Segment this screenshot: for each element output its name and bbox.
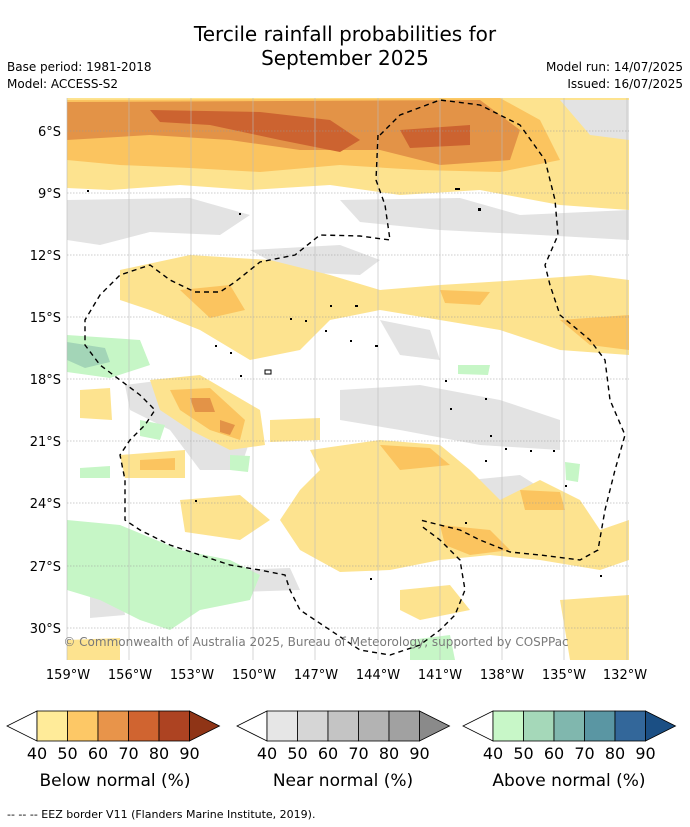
colorbar-tick: 80 <box>149 744 169 763</box>
below-normal-region-small-1-60 <box>140 458 175 470</box>
lon-label: 132°W <box>603 668 647 683</box>
lat-label: 18°S <box>30 373 61 388</box>
eez-border <box>84 99 626 656</box>
colorbar-swatch <box>266 710 298 742</box>
colorbar-tick: 50 <box>513 744 533 763</box>
lat-label: 24°S <box>30 497 61 512</box>
lon-label: 153°W <box>170 668 214 683</box>
near-normal-region-7 <box>340 385 560 450</box>
above-normal-region-west-60 <box>67 342 110 368</box>
colorbar-low-extend <box>6 710 38 742</box>
colorbar-label-below: Below normal (%) <box>39 771 191 791</box>
lat-label: 15°S <box>30 311 61 326</box>
lat-label: 30°S <box>30 622 61 637</box>
below-normal-region-south-2 <box>67 495 629 660</box>
colorbar-swatch <box>614 710 646 742</box>
map-title: Tercile rainfall probabilities for Septe… <box>0 22 690 70</box>
colorbar-tick: 80 <box>605 744 625 763</box>
longitude-labels: 159°W 156°W 153°W 150°W 147°W 144°W 141°… <box>46 668 647 683</box>
colorbar-tick: 50 <box>57 744 77 763</box>
colorbar-tick: 60 <box>544 744 564 763</box>
latitude-labels: 6°S 9°S 12°S 15°S 18°S 21°S 24°S 27°S 30… <box>30 125 61 637</box>
lat-label: 9°S <box>38 187 61 202</box>
below-normal-region-south-60 <box>380 445 565 555</box>
lon-label: 147°W <box>294 668 338 683</box>
issued-date: Issued: 16/07/2025 <box>567 77 683 91</box>
title-line-2: September 2025 <box>261 46 429 70</box>
colorbar-tick: 60 <box>88 744 108 763</box>
colorbar-swatch <box>358 710 390 742</box>
graticule-lon <box>66 98 628 660</box>
lon-label: 141°W <box>418 668 462 683</box>
colorbar-swatch <box>67 710 99 742</box>
colorbar-swatch <box>128 710 160 742</box>
colorbar-swatch <box>584 710 616 742</box>
colorbar-swatch <box>327 710 359 742</box>
colorbar-tick: 70 <box>348 744 368 763</box>
lon-label: 156°W <box>108 668 152 683</box>
colorbar-tick: 80 <box>379 744 399 763</box>
lat-label: 21°S <box>30 435 61 450</box>
colorbar-0: 40 50 60 70 80 90 <box>6 710 221 763</box>
copyright-notice: © Commonwealth of Australia 2025, Bureau… <box>63 635 568 649</box>
below-normal-region-south <box>280 440 629 572</box>
lon-label: 144°W <box>356 668 400 683</box>
colorbar-swatch <box>523 710 555 742</box>
colorbar-swatch <box>158 710 190 742</box>
colorbar-tick: 70 <box>118 744 138 763</box>
colorbar-swatch <box>553 710 585 742</box>
run-info: Model run: 14/07/2025 Issued: 16/07/2025 <box>546 59 683 93</box>
lat-label: 12°S <box>30 249 61 264</box>
near-normal-region-3 <box>560 100 629 140</box>
colorbar-tick: 60 <box>318 744 338 763</box>
near-normal-region-2 <box>340 198 629 240</box>
lon-label: 159°W <box>46 668 90 683</box>
colorbar-swatch <box>492 710 524 742</box>
colorbar-label-above: Above normal (%) <box>492 771 646 791</box>
colorbar-swatch <box>97 710 129 742</box>
near-normal-region-1 <box>67 198 250 245</box>
above-normal-region-southwest <box>67 520 260 630</box>
colorbar-tick: 90 <box>635 744 655 763</box>
colorbar-high-extend <box>645 710 677 742</box>
colorbar-low-extend <box>236 710 268 742</box>
colorbar-tick: 50 <box>287 744 307 763</box>
model-info: Base period: 1981-2018 Model: ACCESS-S2 <box>7 59 152 93</box>
island-markers <box>87 188 602 580</box>
lat-label: 27°S <box>30 560 61 575</box>
eez-footnote: -- -- -- EEZ border V11 (Flanders Marine… <box>7 808 316 821</box>
lon-label: 135°W <box>542 668 586 683</box>
lon-label: 138°W <box>480 668 524 683</box>
model-run-date: Model run: 14/07/2025 <box>545 60 683 74</box>
colorbar-tick: 90 <box>179 744 199 763</box>
colorbar-tick: 70 <box>574 744 594 763</box>
colorbar-label-near: Near normal (%) <box>272 771 414 791</box>
colorbar-tick: 40 <box>27 744 47 763</box>
colorbar-2: 40 50 60 70 80 90 <box>462 710 677 763</box>
colorbar-high-extend <box>419 710 451 742</box>
colorbar-swatch <box>297 710 329 742</box>
title-line-1: Tercile rainfall probabilities for <box>193 22 497 46</box>
colorbar-legend: 40 50 60 70 80 90 40 50 60 70 80 90 40 50 60 70 80 90 <box>6 710 677 763</box>
lon-label: 150°W <box>232 668 276 683</box>
colorbar-tick: 40 <box>483 744 503 763</box>
graticule <box>67 130 629 629</box>
colorbar-tick: 90 <box>409 744 429 763</box>
base-period: Base period: 1981-2018 <box>7 60 152 74</box>
near-normal-region-5 <box>380 320 440 360</box>
colorbar-high-extend <box>189 710 221 742</box>
colorbar-1: 40 50 60 70 80 90 <box>236 710 451 763</box>
below-normal-region-small-1 <box>80 388 320 478</box>
below-normal-region-central-60 <box>180 285 629 350</box>
colorbar-swatch <box>388 710 420 742</box>
lat-label: 6°S <box>38 125 61 140</box>
below-normal-region-west-70 <box>190 398 235 435</box>
colorbar-tick: 40 <box>257 744 277 763</box>
colorbar-low-extend <box>462 710 494 742</box>
colorbar-swatch <box>36 710 68 742</box>
model-name: Model: ACCESS-S2 <box>7 77 119 91</box>
